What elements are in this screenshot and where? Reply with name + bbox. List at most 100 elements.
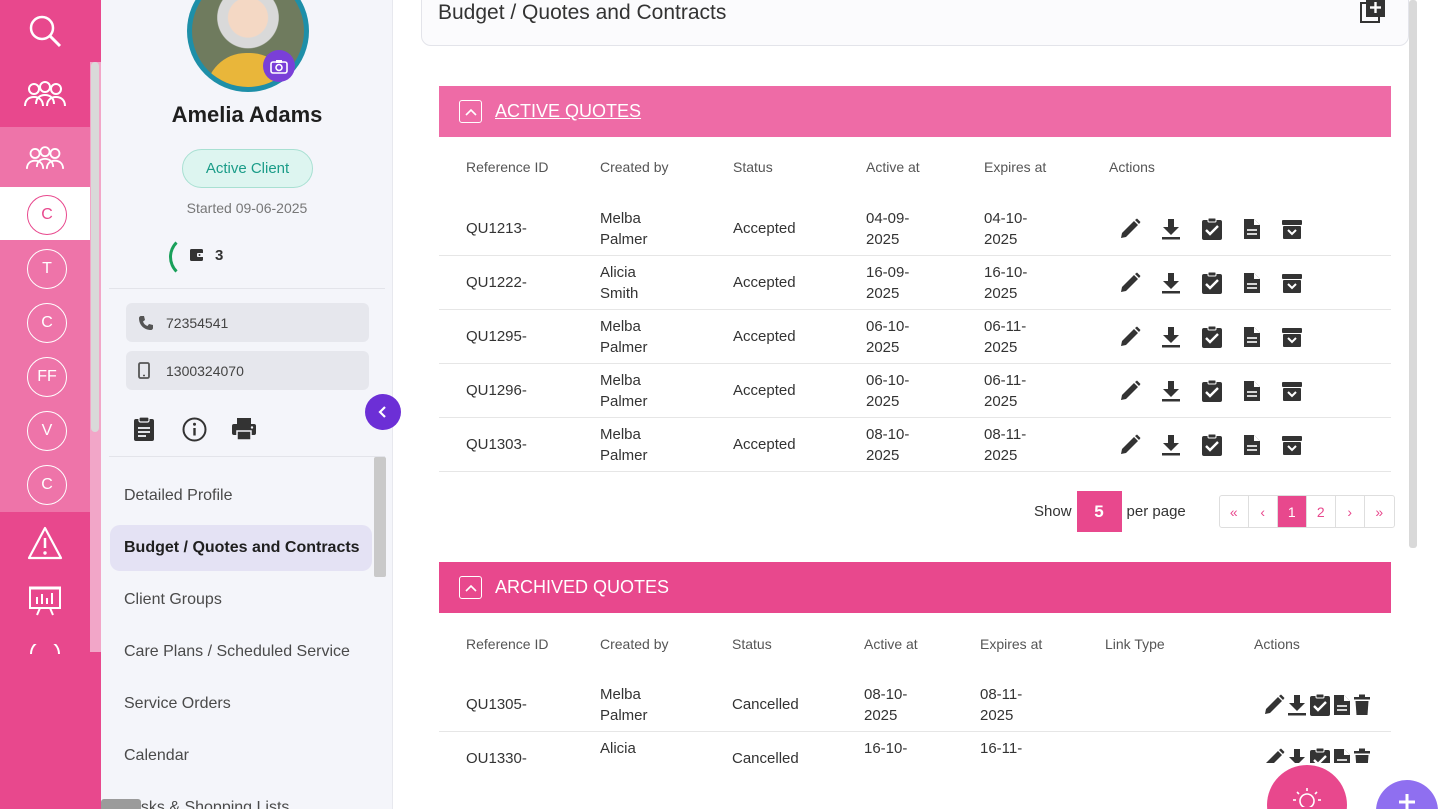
created-by-cell-line-1: Melba [600, 372, 641, 389]
clipboard-check-icon [1202, 433, 1222, 456]
page-1-button[interactable]: 1 [1277, 496, 1307, 527]
rail-client-c-1[interactable]: C [27, 195, 67, 235]
nav-care-plans[interactable]: Care Plans / Scheduled Service [124, 643, 350, 660]
rail-client-c-2[interactable]: C [27, 303, 67, 343]
approve-button[interactable] [1201, 271, 1223, 295]
pencil-icon [1266, 748, 1285, 763]
pencil-icon [1121, 326, 1141, 346]
main-scrollbar[interactable] [1409, 0, 1417, 548]
profile-nav: Detailed Profile Budget / Quotes and Con… [110, 470, 372, 809]
edit-button[interactable] [1119, 272, 1141, 294]
change-photo-button[interactable] [263, 50, 295, 82]
approve-button[interactable] [1201, 433, 1223, 457]
active-at-cell-line-1: 06-10- [866, 372, 910, 389]
download-button[interactable] [1161, 326, 1181, 348]
archived-quotes-header[interactable]: ARCHIVED QUOTES [439, 562, 1391, 613]
phone-number: 72354541 [166, 314, 229, 331]
nav-client-groups[interactable]: Client Groups [124, 591, 222, 608]
created-by-cell-line-1: Alicia [600, 740, 636, 757]
download-button[interactable] [1161, 434, 1181, 456]
archived-quotes-title: ARCHIVED QUOTES [495, 577, 670, 597]
col-status: Status [732, 636, 772, 652]
rail-more-button[interactable] [0, 630, 90, 654]
collapse-panel-button[interactable] [365, 394, 401, 430]
expires-at-cell-line-2: 2025 [980, 707, 1014, 724]
nav-tasks-shopping[interactable]: Tasks & Shopping Lists [124, 799, 290, 809]
approve-button[interactable] [1309, 747, 1331, 763]
document-icon [1244, 435, 1260, 455]
approve-button[interactable] [1309, 693, 1331, 717]
phone-field[interactable]: 72354541 [126, 303, 369, 342]
expand-tab[interactable] [101, 799, 141, 809]
rail-scrollbar-thumb[interactable] [91, 62, 99, 432]
delete-button[interactable] [1353, 694, 1371, 716]
edit-button[interactable] [1119, 218, 1141, 240]
document-button[interactable] [1333, 694, 1351, 716]
edit-button[interactable] [1263, 694, 1285, 716]
document-button[interactable] [1243, 380, 1261, 402]
notes-button[interactable] [131, 415, 157, 443]
document-button[interactable] [1243, 326, 1261, 348]
nav-service-orders[interactable]: Service Orders [124, 695, 231, 712]
rail-alerts-button[interactable] [0, 512, 90, 574]
rail-people-button[interactable] [0, 63, 90, 125]
next-page-button[interactable]: › [1336, 496, 1365, 527]
approve-button[interactable] [1201, 379, 1223, 403]
search-icon [29, 15, 62, 48]
active-quotes-header[interactable]: ACTIVE QUOTES [439, 86, 1391, 137]
archive-button[interactable] [1281, 272, 1303, 294]
archive-button[interactable] [1281, 326, 1303, 348]
expires-at-cell-line-1: 06-11- [984, 318, 1027, 335]
first-page-button[interactable]: « [1220, 496, 1249, 527]
rail-client-c-3[interactable]: C [27, 465, 67, 505]
edit-button[interactable] [1119, 380, 1141, 402]
nav-calendar[interactable]: Calendar [124, 747, 189, 764]
chevron-up-icon[interactable] [459, 100, 482, 123]
add-quote-button[interactable] [1360, 0, 1386, 28]
rail-reports-button[interactable] [0, 570, 90, 632]
approve-button[interactable] [1201, 325, 1223, 349]
rail-clients-button[interactable] [0, 127, 90, 189]
row-actions [1119, 433, 1303, 457]
archive-button[interactable] [1281, 218, 1303, 240]
page-2-button[interactable]: 2 [1307, 496, 1336, 527]
document-button[interactable] [1243, 434, 1261, 456]
edit-button[interactable] [1263, 748, 1285, 763]
delete-button[interactable] [1353, 748, 1371, 763]
download-button[interactable] [1161, 272, 1181, 294]
document-button[interactable] [1243, 272, 1261, 294]
download-button[interactable] [1161, 380, 1181, 402]
print-button[interactable] [231, 415, 257, 443]
active-at-cell-line-2: 2025 [866, 393, 900, 410]
rail-search-button[interactable] [0, 0, 90, 62]
download-button[interactable] [1287, 748, 1307, 763]
last-page-button[interactable]: » [1375, 503, 1384, 520]
archive-button[interactable] [1281, 434, 1303, 456]
rail-client-t[interactable]: T [27, 249, 67, 289]
row-actions [1263, 747, 1371, 763]
mobile-field[interactable]: 1300324070 [126, 351, 369, 390]
per-page-select[interactable]: 5 [1076, 491, 1122, 532]
download-button[interactable] [1287, 694, 1307, 716]
archive-button[interactable] [1281, 380, 1303, 402]
chevron-up-icon[interactable] [459, 576, 482, 599]
nav-budget-quotes-contracts[interactable]: Budget / Quotes and Contracts [110, 525, 372, 571]
wallet-indicator[interactable]: 3 [169, 235, 239, 279]
nav-scrollbar[interactable] [374, 457, 386, 577]
document-button[interactable] [1333, 748, 1351, 763]
chevron-left-icon [378, 406, 386, 418]
document-button[interactable] [1243, 218, 1261, 240]
approve-button[interactable] [1201, 217, 1223, 241]
row-actions [1119, 325, 1303, 349]
edit-button[interactable] [1119, 326, 1141, 348]
edit-button[interactable] [1119, 434, 1141, 456]
prev-page-button[interactable]: ‹ [1249, 496, 1278, 527]
rail-client-ff[interactable]: FF [27, 357, 67, 397]
expires-at-cell: 08-11- 2025 [980, 684, 1022, 726]
nav-detailed-profile[interactable]: Detailed Profile [124, 487, 233, 504]
active-at-cell-line-1: 08-10- [866, 426, 910, 443]
rail-client-v[interactable]: V [27, 411, 67, 451]
active-quotes-title[interactable]: ACTIVE QUOTES [495, 101, 642, 121]
info-button[interactable] [181, 415, 207, 443]
download-button[interactable] [1161, 218, 1181, 240]
